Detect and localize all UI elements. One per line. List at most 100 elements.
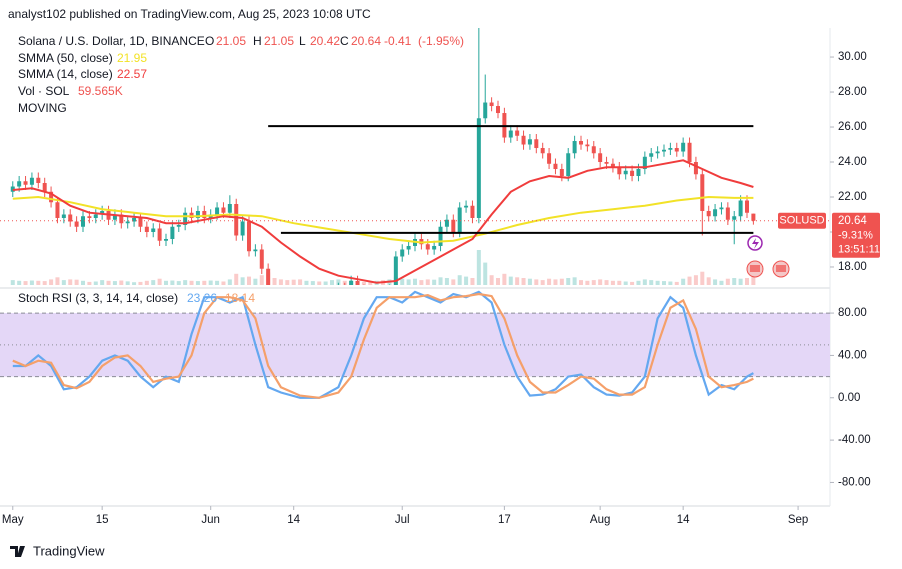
symbol-label: SOLUSD <box>779 215 824 227</box>
candle-body <box>349 280 354 285</box>
logo <box>10 546 25 557</box>
volume-bar <box>655 280 660 285</box>
candle-body <box>693 162 698 175</box>
volume-bar <box>617 280 622 285</box>
candle-body <box>623 170 628 175</box>
candle-body <box>151 228 156 232</box>
volume-bar <box>553 279 558 285</box>
x-tick-label: May <box>2 514 24 526</box>
y-tick-label: 18.00 <box>838 261 867 273</box>
ohlc-value: 20.42 <box>310 34 340 48</box>
candle-body <box>617 167 622 175</box>
legend-value: 18.14 <box>225 291 255 305</box>
volume-bar <box>566 278 571 285</box>
legend-value: 22.57 <box>117 67 147 81</box>
x-tick-label: 14 <box>677 514 690 526</box>
candle-body <box>125 221 130 224</box>
event-icon <box>747 235 763 251</box>
volume-bar <box>164 280 168 285</box>
volume-bar <box>668 281 673 285</box>
candle-body <box>745 200 749 213</box>
candle-body <box>144 226 149 232</box>
volume-bar <box>470 278 475 285</box>
candle-body <box>29 177 34 185</box>
candle-body <box>176 224 181 227</box>
candle-body <box>457 207 462 232</box>
volume-bar <box>304 280 309 285</box>
candle-body <box>598 153 603 163</box>
candle-body <box>170 226 175 239</box>
volume-bar <box>10 280 15 285</box>
volume-bar <box>336 279 341 285</box>
candle-body <box>553 163 558 170</box>
ohlc-legend: O 21.05 H 21.05 L 20.42 C 20.64 <box>205 34 381 48</box>
volume-bar <box>132 282 137 285</box>
volume-bar <box>55 277 60 285</box>
volume-bar <box>687 276 692 285</box>
header: analyst102 published on TradingView.com,… <box>8 7 371 21</box>
x-tick-label: 14 <box>287 514 300 526</box>
volume-bar <box>706 277 711 285</box>
x-tick-label: 15 <box>96 514 109 526</box>
stoch-pane <box>12 290 754 399</box>
smma-line <box>12 195 754 244</box>
candle-body <box>93 214 98 218</box>
volume-bar <box>400 278 405 285</box>
volume-bar <box>208 280 213 285</box>
ohlc-value: 21.05 <box>216 34 246 48</box>
y-tick-label: 40.00 <box>838 349 867 361</box>
candle-body <box>681 142 686 152</box>
volume-bar <box>317 281 322 285</box>
volume-bar <box>195 281 200 285</box>
candle-body <box>42 183 47 192</box>
volume-bar <box>42 281 47 285</box>
candle-body <box>636 169 641 177</box>
volume-bar <box>310 281 315 285</box>
volume-bar <box>419 280 424 285</box>
volume-bar <box>291 279 296 285</box>
candle-body <box>138 217 143 227</box>
candle-body <box>642 156 647 170</box>
volume-bar <box>323 281 328 285</box>
candle-body <box>355 280 360 285</box>
volume-bar <box>438 277 443 285</box>
y-tick-label: 0.00 <box>838 392 860 404</box>
candle-body <box>234 203 239 236</box>
candle-body <box>100 210 105 215</box>
candle-body <box>579 141 583 145</box>
candle-body <box>425 244 430 250</box>
volume-bar <box>521 278 526 285</box>
volume-bar <box>74 279 79 285</box>
candle-body <box>36 177 41 184</box>
x-tick-label: 17 <box>498 514 511 526</box>
y-tick-label: 22.00 <box>838 191 867 203</box>
candle-body <box>674 148 679 152</box>
candle-body <box>432 245 437 250</box>
candle-body <box>687 142 692 163</box>
candle-body <box>591 146 596 154</box>
change-percent: (-1.95%) <box>418 34 464 48</box>
candle-body <box>655 151 660 154</box>
candle-body <box>17 181 22 187</box>
volume-bar <box>215 280 220 285</box>
y-tick-label: 26.00 <box>838 121 867 133</box>
stoch-line <box>12 290 754 399</box>
stoch-title: Stoch RSI (3, 3, 14, 14, close) <box>18 291 178 305</box>
volume-bar <box>457 275 462 285</box>
volume-bar <box>713 279 718 285</box>
volume-bar <box>610 280 615 285</box>
candle-body <box>713 209 718 217</box>
volume-bar <box>425 279 430 285</box>
volume-bar <box>227 279 232 285</box>
candle-body <box>566 153 571 177</box>
stoch-background <box>0 312 830 378</box>
candle-body <box>119 214 124 224</box>
footer: TradingView <box>10 543 105 558</box>
candle-body <box>164 238 168 241</box>
volume-bar <box>157 278 162 285</box>
legend-value: 59.565K <box>78 84 123 98</box>
volume-bar <box>112 281 117 285</box>
volume-bar <box>285 280 290 285</box>
